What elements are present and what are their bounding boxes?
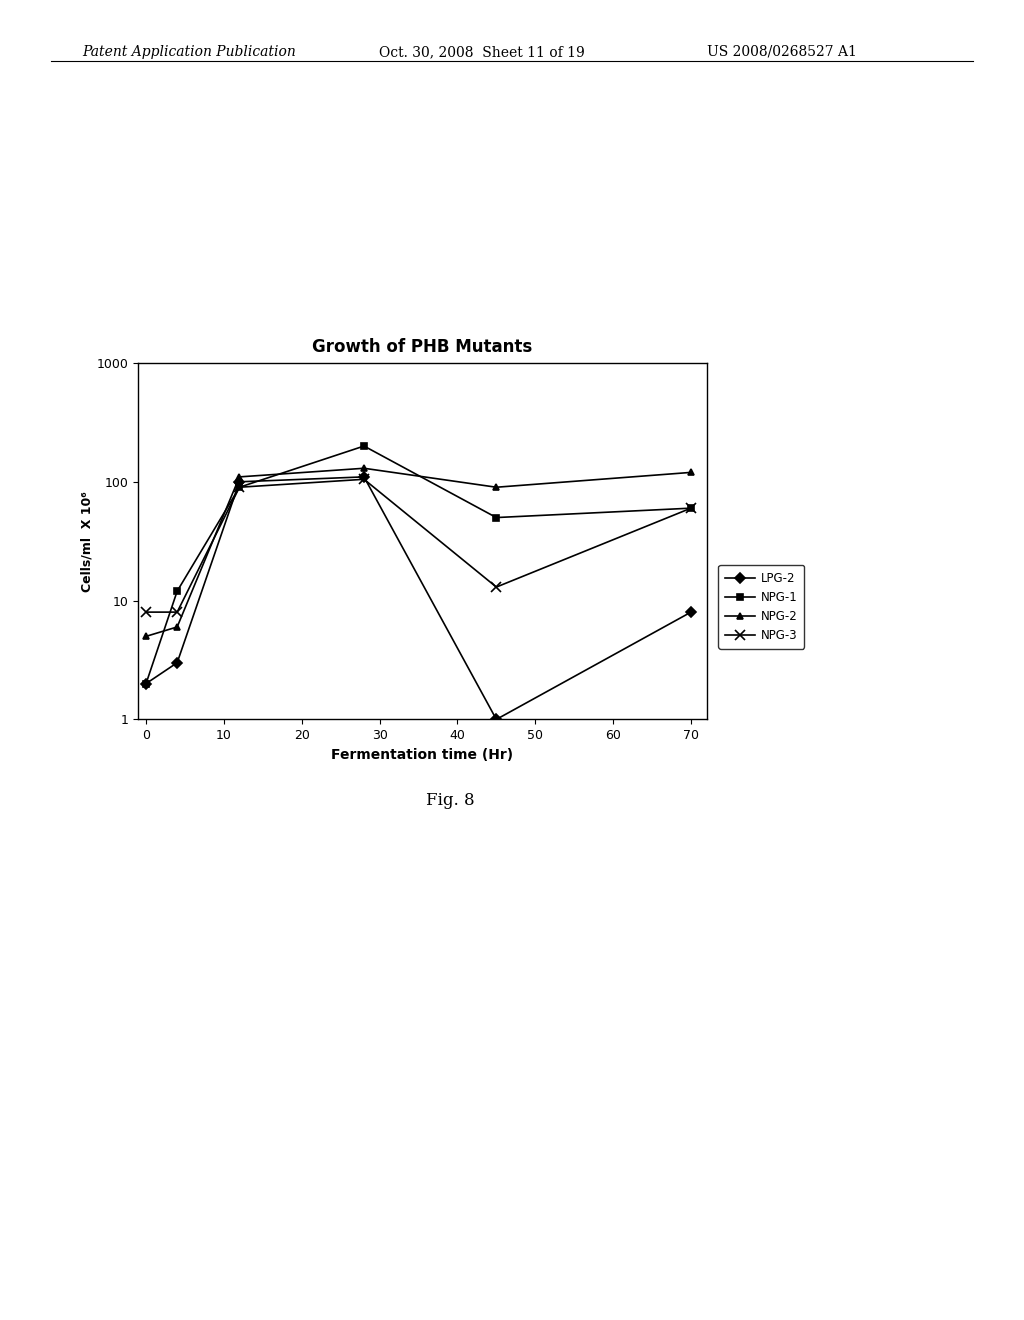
LPG-2 [140,676,153,692]
Line: NPG-3: NPG-3 [141,474,696,616]
NPG-3 [233,479,246,495]
NPG-2 [140,628,153,644]
NPG-1 [171,583,183,599]
Line: LPG-2: LPG-2 [142,474,694,723]
NPG-2 [490,479,503,495]
LPG-2 [233,474,246,490]
Text: Patent Application Publication: Patent Application Publication [82,45,296,59]
NPG-2 [357,461,370,477]
NPG-3 [685,500,697,516]
NPG-3 [171,605,183,620]
NPG-3 [490,579,503,595]
Legend: LPG-2, NPG-1, NPG-2, NPG-3: LPG-2, NPG-1, NPG-2, NPG-3 [718,565,805,649]
Text: US 2008/0268527 A1: US 2008/0268527 A1 [707,45,856,59]
NPG-1 [140,676,153,692]
X-axis label: Fermentation time (Hr): Fermentation time (Hr) [332,747,513,762]
Text: Fig. 8: Fig. 8 [426,792,475,809]
NPG-3 [140,605,153,620]
NPG-1 [685,500,697,516]
Title: Growth of PHB Mutants: Growth of PHB Mutants [312,338,532,356]
NPG-3 [357,471,370,487]
LPG-2 [171,655,183,671]
Line: NPG-1: NPG-1 [142,442,694,688]
Line: NPG-2: NPG-2 [142,465,694,640]
NPG-1 [233,479,246,495]
LPG-2 [490,711,503,727]
NPG-1 [357,438,370,454]
NPG-2 [171,619,183,635]
NPG-1 [490,510,503,525]
Y-axis label: Cells/ml  X 10⁶: Cells/ml X 10⁶ [81,491,94,591]
NPG-2 [685,465,697,480]
NPG-2 [233,469,246,484]
LPG-2 [685,605,697,620]
Text: Oct. 30, 2008  Sheet 11 of 19: Oct. 30, 2008 Sheet 11 of 19 [379,45,585,59]
LPG-2 [357,469,370,484]
